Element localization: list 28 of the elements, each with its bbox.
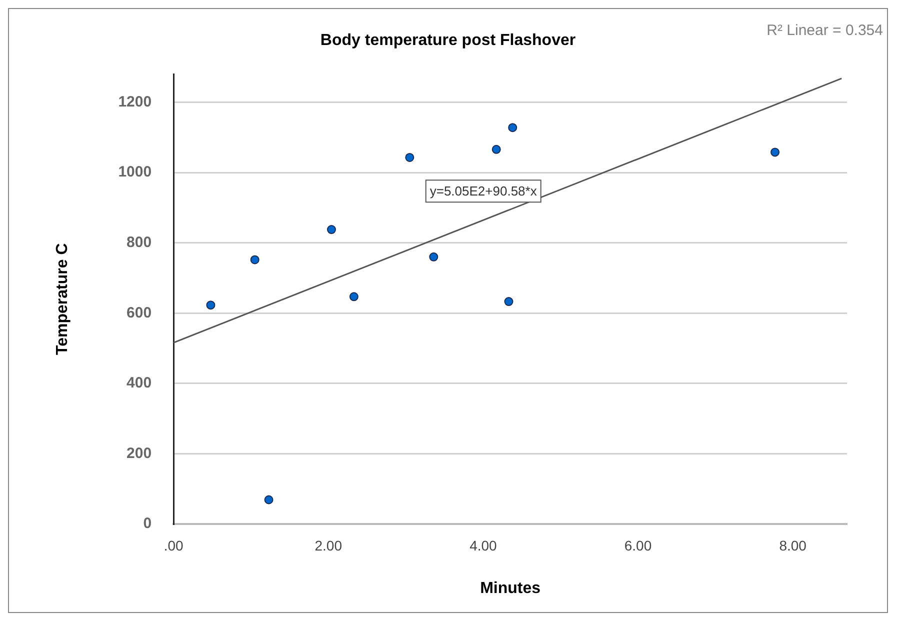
y-tick-label: 800: [126, 234, 152, 252]
x-tick-label: .00: [164, 537, 184, 554]
x-tick-label: 4.00: [470, 537, 498, 554]
point: [770, 148, 780, 157]
point: [250, 255, 260, 264]
text: R² Linear = 0.354: [766, 22, 883, 40]
point: [429, 252, 438, 262]
point: [405, 152, 414, 162]
x-tick-label: 8.00: [779, 537, 807, 554]
point: [504, 297, 514, 306]
point: [206, 300, 216, 310]
y-axis-title: Temperature C: [54, 242, 72, 355]
y-tick-label: 200: [126, 444, 152, 462]
annotation: y=5.05E2+90.58*x: [430, 184, 538, 199]
point: [326, 225, 336, 234]
y-tick-label: 400: [126, 374, 152, 392]
y-tick-label: 600: [126, 304, 152, 322]
y-tick-label: 1000: [118, 164, 152, 181]
y-tick-label: 0: [143, 515, 152, 532]
x-tick-label: 6.00: [624, 537, 652, 554]
point: [349, 292, 358, 302]
point: [264, 495, 274, 504]
x-tick-label: 2.00: [314, 537, 342, 554]
x-axis-title: Minutes: [480, 580, 541, 597]
y-tick-label: 1200: [118, 93, 152, 110]
point: [492, 144, 501, 154]
chart-title: Body temperature post Flashover: [320, 32, 576, 50]
point: [508, 123, 518, 132]
